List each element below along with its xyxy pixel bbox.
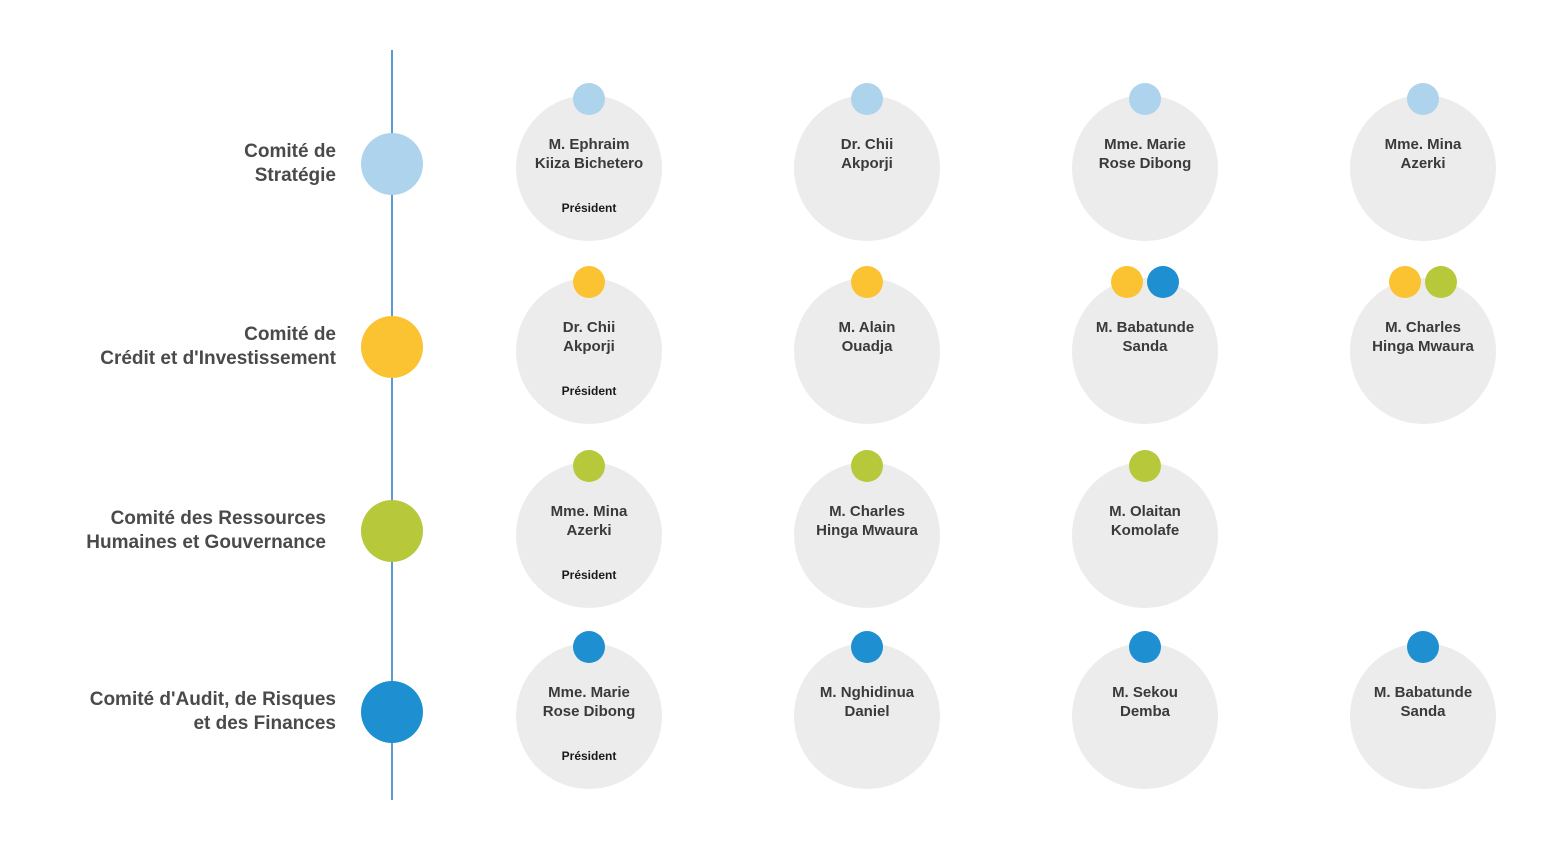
member-name: M. Babatunde Sanda — [1072, 318, 1218, 356]
member-name-line: Demba — [1119, 703, 1171, 720]
member-name-line: M. Babatunde — [1095, 319, 1195, 336]
member-name-line: Ouadja — [841, 338, 893, 355]
member-name-line: Mme. Marie — [548, 684, 630, 701]
member-role: Président — [561, 201, 617, 215]
member-name-line: Hinga Mwaura — [1372, 338, 1474, 355]
committee-node-icon — [361, 681, 423, 743]
committee-label-line: Crédit et d'Investissement — [100, 348, 336, 369]
member-name: Dr. Chii Akporji — [794, 135, 940, 173]
member-name: M. Alain Ouadja — [794, 318, 940, 356]
committee-dot-icon — [851, 631, 883, 663]
committee-dot-icon — [851, 266, 883, 298]
committee-label: Comité de Crédit et d'Investissement — [0, 323, 336, 371]
committee-label: Comité de Stratégie — [0, 140, 336, 188]
member-name-line: Akporji — [563, 338, 615, 355]
committee-label-line: Comité de — [244, 324, 336, 345]
member-name-line: M. Babatunde — [1373, 684, 1473, 701]
committee-node-icon — [361, 500, 423, 562]
committee-label-line: Comité de — [244, 141, 336, 162]
member-name: Mme. Marie Rose Dibong — [516, 683, 662, 721]
member-name: Dr. Chii Akporji — [516, 318, 662, 356]
member-name: Mme. Mina Azerki — [1350, 135, 1496, 173]
member-circle: M. Ephraim Kiiza Bichetero Président — [516, 95, 662, 241]
member-circle: Mme. Mina Azerki — [1350, 95, 1496, 241]
member-circle: Mme. Mina Azerki Président — [516, 462, 662, 608]
member-circle: M. Charles Hinga Mwaura — [1350, 278, 1496, 424]
member-circle: M. Babatunde Sanda — [1072, 278, 1218, 424]
member-name: Mme. Mina Azerki — [516, 502, 662, 540]
committee-dot-icon — [851, 83, 883, 115]
member-circle: M. Babatunde Sanda — [1350, 643, 1496, 789]
member-name: M. Sekou Demba — [1072, 683, 1218, 721]
member-name-line: M. Ephraim — [548, 136, 630, 153]
committee-dot-icon — [1129, 83, 1161, 115]
committee-dot-icon — [1129, 631, 1161, 663]
timeline-line — [391, 50, 393, 800]
committee-dot-icon — [1389, 266, 1421, 298]
member-circle: Mme. Marie Rose Dibong Président — [516, 643, 662, 789]
committee-dot-icon — [573, 450, 605, 482]
committee-dot-icon — [1407, 631, 1439, 663]
member-name: Mme. Marie Rose Dibong — [1072, 135, 1218, 173]
member-name-line: M. Olaitan — [1109, 503, 1181, 520]
member-name-line: Hinga Mwaura — [816, 522, 918, 539]
member-name-line: M. Nghidinua — [819, 684, 915, 701]
member-name-line: Dr. Chii — [840, 136, 894, 153]
member-name: M. Babatunde Sanda — [1350, 683, 1496, 721]
member-name: M. Charles Hinga Mwaura — [794, 502, 940, 540]
member-name-line: Rose Dibong — [542, 703, 636, 720]
member-name-line: M. Alain — [838, 319, 896, 336]
member-circle: M. Charles Hinga Mwaura — [794, 462, 940, 608]
committee-dot-icon — [573, 266, 605, 298]
member-name-line: Mme. Mina — [550, 503, 628, 520]
member-name-line: M. Sekou — [1112, 684, 1178, 701]
member-name: M. Olaitan Komolafe — [1072, 502, 1218, 540]
member-name-line: Azerki — [1400, 155, 1446, 172]
member-circle: M. Olaitan Komolafe — [1072, 462, 1218, 608]
committee-label-line: Stratégie — [254, 165, 336, 186]
committee-dot-icon — [1147, 266, 1179, 298]
member-name-line: Azerki — [566, 522, 612, 539]
committee-dot-icon — [1425, 266, 1457, 298]
committee-label-line: Comité des Ressources — [110, 508, 326, 529]
member-name-line: Mme. Marie — [1104, 136, 1186, 153]
member-circle: M. Nghidinua Daniel — [794, 643, 940, 789]
member-name-line: Komolafe — [1110, 522, 1180, 539]
committee-node-icon — [361, 316, 423, 378]
committee-label-line: Humaines et Gouvernance — [86, 532, 326, 553]
member-circle: Mme. Marie Rose Dibong — [1072, 95, 1218, 241]
member-name-line: M. Charles — [1385, 319, 1461, 336]
member-circle: M. Alain Ouadja — [794, 278, 940, 424]
member-name-line: Dr. Chii — [562, 319, 616, 336]
member-name-line: Kiiza Bichetero — [534, 155, 644, 172]
committee-dot-icon — [1111, 266, 1143, 298]
member-name: M. Charles Hinga Mwaura — [1350, 318, 1496, 356]
member-role: Président — [561, 384, 617, 398]
committee-label: Comité des Ressources Humaines et Gouvern… — [0, 507, 326, 555]
committee-label: Comité d'Audit, de Risques et des Finance… — [0, 688, 336, 736]
committee-label-line: et des Finances — [193, 713, 336, 734]
member-role: Président — [561, 568, 617, 582]
member-name: M. Ephraim Kiiza Bichetero — [516, 135, 662, 173]
member-circle: M. Sekou Demba — [1072, 643, 1218, 789]
member-name-line: Mme. Mina — [1384, 136, 1462, 153]
member-name-line: Akporji — [841, 155, 893, 172]
member-name-line: Sanda — [1400, 703, 1446, 720]
member-name-line: Daniel — [844, 703, 890, 720]
committee-label-line: Comité d'Audit, de Risques — [89, 689, 336, 710]
committee-dot-icon — [1129, 450, 1161, 482]
committee-dot-icon — [573, 83, 605, 115]
member-name-line: Rose Dibong — [1098, 155, 1192, 172]
member-role: Président — [561, 749, 617, 763]
committee-dot-icon — [573, 631, 605, 663]
member-name: M. Nghidinua Daniel — [794, 683, 940, 721]
committee-dot-icon — [1407, 83, 1439, 115]
member-name-line: M. Charles — [829, 503, 905, 520]
member-circle: Dr. Chii Akporji — [794, 95, 940, 241]
member-circle: Dr. Chii Akporji Président — [516, 278, 662, 424]
committee-dot-icon — [851, 450, 883, 482]
committee-node-icon — [361, 133, 423, 195]
member-name-line: Sanda — [1122, 338, 1168, 355]
